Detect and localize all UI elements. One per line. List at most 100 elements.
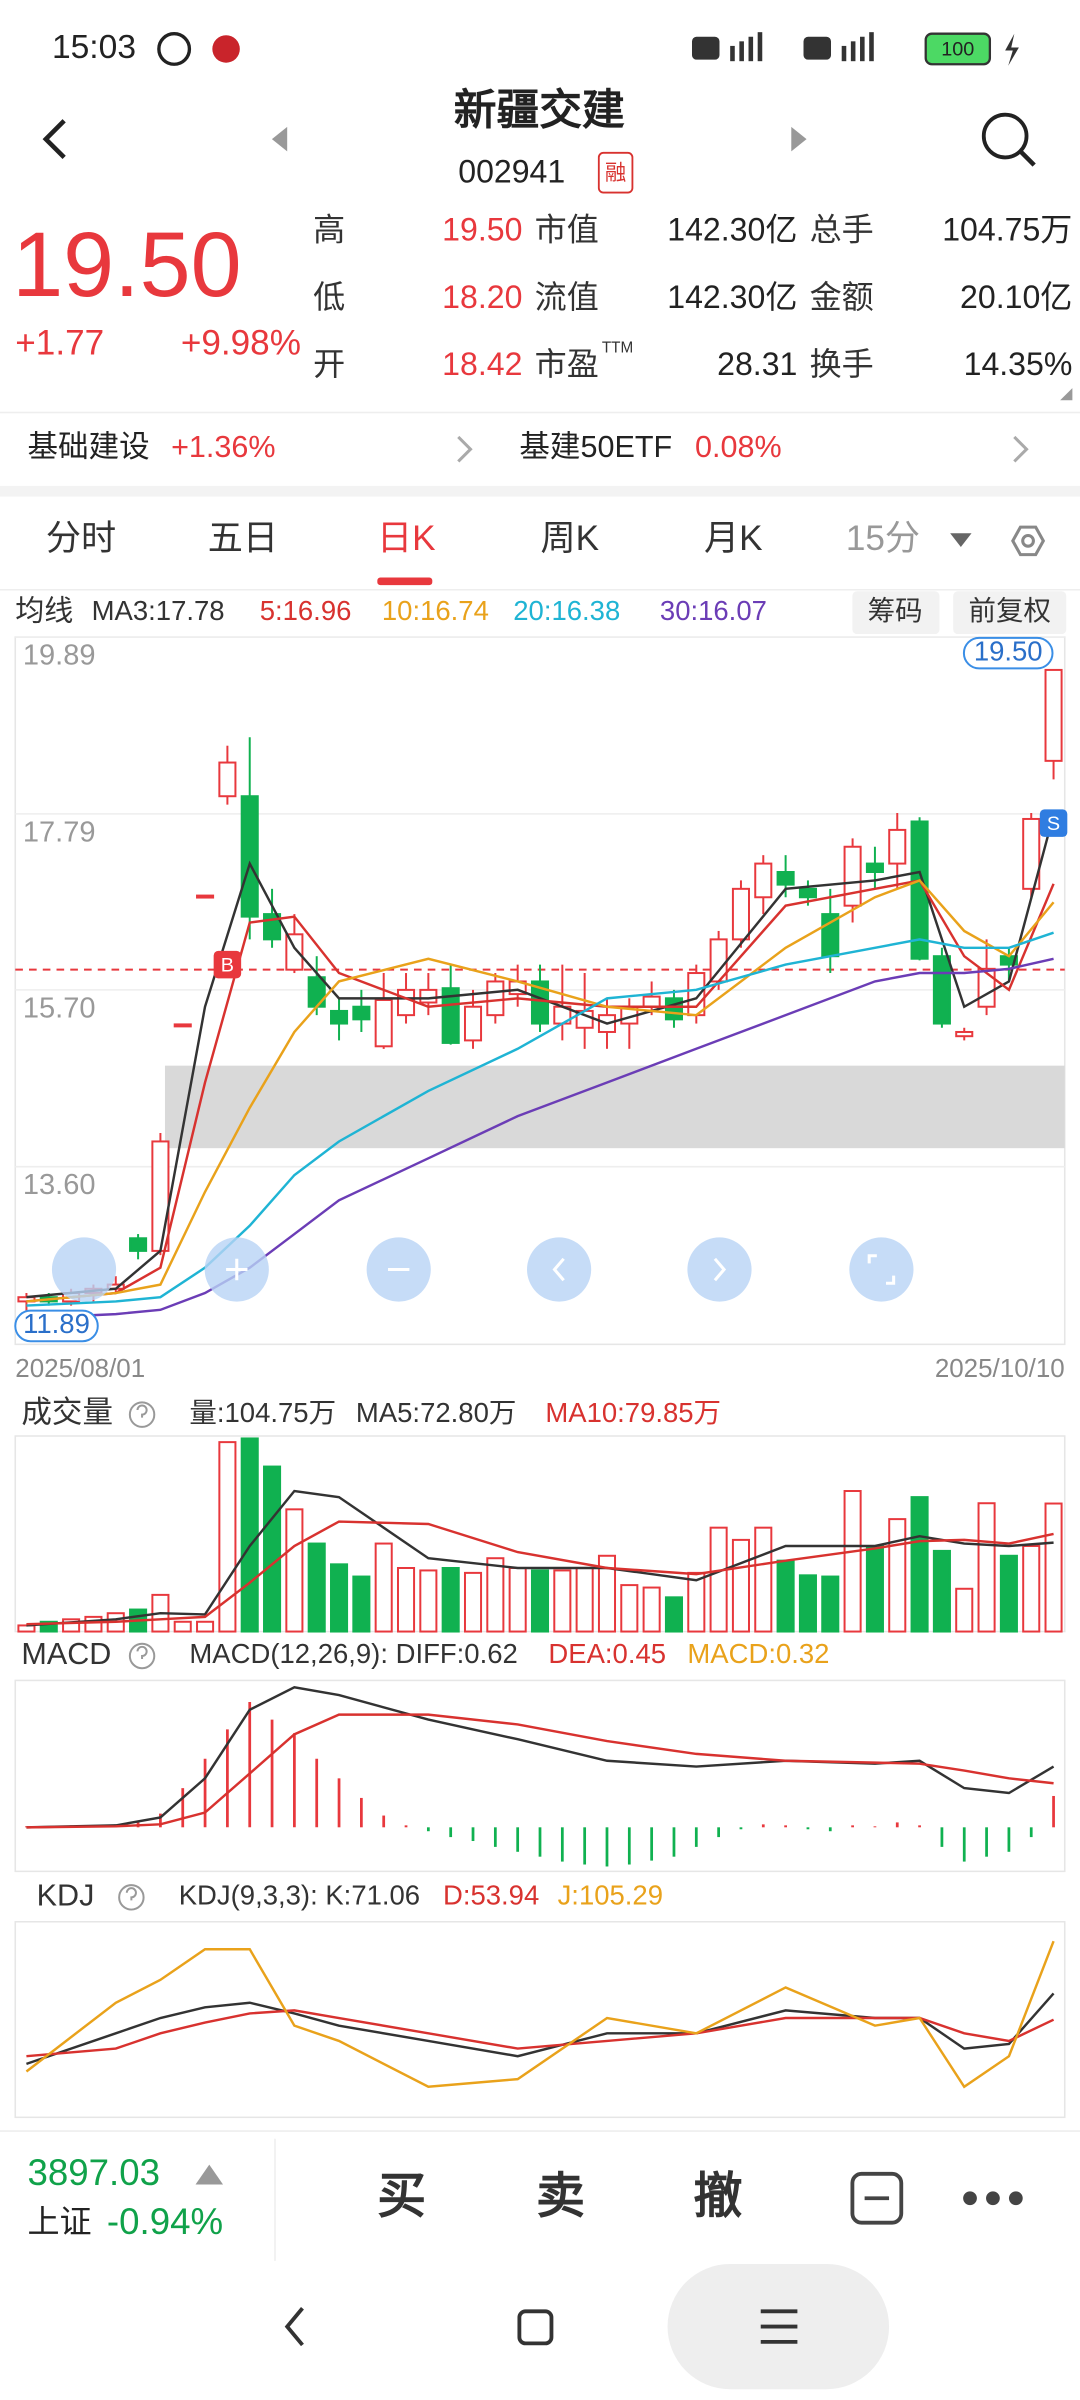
max-price-label: 19.50 xyxy=(974,635,1043,666)
volume-bar xyxy=(196,1620,215,1633)
candle-body xyxy=(955,1030,974,1038)
chart-control-icons xyxy=(226,1254,896,1285)
sector-name[interactable]: 基础建设 xyxy=(27,430,149,464)
stat-label: 高 xyxy=(313,212,345,248)
candle-body xyxy=(374,998,393,1048)
kdj-chart-frame xyxy=(14,1921,1066,2119)
price: 19.50 xyxy=(12,214,241,316)
indicator-line xyxy=(26,957,1054,1320)
volume-bar xyxy=(374,1542,393,1633)
chart-control[interactable] xyxy=(527,1237,592,1302)
volume-bar xyxy=(620,1584,639,1633)
volume-bar xyxy=(798,1574,817,1633)
candle-body xyxy=(307,976,326,1008)
chip-button-bg[interactable] xyxy=(852,591,940,635)
legend-entry: DEA:0.45 xyxy=(548,1638,666,1669)
more-button[interactable] xyxy=(963,2191,1023,2206)
panel-title: 成交量 xyxy=(21,1396,113,1430)
volume-bar xyxy=(508,1567,527,1633)
nav-back[interactable] xyxy=(284,2307,304,2347)
price-change-pct: +9.98% xyxy=(181,324,301,363)
volume-bar xyxy=(419,1569,438,1633)
index-arrow xyxy=(195,2164,224,2185)
tab[interactable]: 月K xyxy=(704,519,763,558)
tab[interactable]: 分时 xyxy=(46,519,116,558)
nav-home[interactable] xyxy=(517,2309,554,2346)
volume-bar xyxy=(776,1559,795,1633)
x-date-label: 2025/08/01 xyxy=(15,1353,145,1383)
y-tick-label: 19.89 xyxy=(23,640,96,672)
stat-label: 流值 xyxy=(535,279,599,315)
nav-menu xyxy=(760,2309,798,2344)
stat-label: 金额 xyxy=(810,279,874,315)
tab[interactable]: 五日 xyxy=(208,519,278,558)
prev-stock[interactable] xyxy=(271,126,288,152)
volume-bar xyxy=(910,1496,929,1633)
chart-control[interactable] xyxy=(687,1237,752,1302)
candle-body xyxy=(642,995,661,1008)
tab[interactable]: 周K xyxy=(541,519,600,558)
legend-entry: 5:16.96 xyxy=(260,595,352,626)
panel-title: MACD xyxy=(21,1637,111,1671)
candle-body xyxy=(888,828,907,865)
margin-tag-box xyxy=(597,151,634,194)
chip-button[interactable]: 筹码 xyxy=(868,595,923,626)
x-date-label: 2025/10/10 xyxy=(935,1353,1065,1383)
legend-entry: D:53.94 xyxy=(443,1880,539,1911)
stat-label: 开 xyxy=(313,346,345,382)
next-stock[interactable] xyxy=(791,126,807,152)
trade-action[interactable]: 买 xyxy=(377,2170,426,2224)
stat-value: 28.31 xyxy=(717,346,797,382)
candle-body xyxy=(352,1005,371,1021)
candle-body xyxy=(1022,817,1041,890)
tab[interactable]: 日K xyxy=(377,519,436,558)
trade-action[interactable]: 撤 xyxy=(694,2170,743,2224)
search-button[interactable] xyxy=(981,112,1029,160)
dropdown-arrow[interactable] xyxy=(950,533,972,547)
tab[interactable]: 15分 xyxy=(846,519,920,558)
chevron[interactable] xyxy=(1013,435,1029,463)
margin-tag: 融 xyxy=(605,161,626,185)
trade-action[interactable]: 卖 xyxy=(536,2170,585,2224)
volume-bar xyxy=(1044,1502,1063,1633)
candle-body xyxy=(865,862,884,873)
back-button[interactable] xyxy=(42,119,66,160)
indicator-line xyxy=(26,2009,1055,2058)
volume-bar xyxy=(888,1518,907,1633)
index-value: 3897.03 xyxy=(27,2152,160,2193)
candle-body xyxy=(285,933,304,971)
volume-bar xyxy=(441,1567,460,1633)
candle-body xyxy=(776,871,795,886)
legend-entry: 20:16.38 xyxy=(513,595,620,626)
chevron[interactable] xyxy=(457,435,473,463)
battery-level: 100 xyxy=(941,39,974,61)
candle-body xyxy=(396,988,416,1017)
volume-bar xyxy=(1022,1545,1041,1633)
volume-bar xyxy=(999,1554,1018,1633)
adjust-button-bg[interactable] xyxy=(953,591,1067,635)
minimize-button[interactable] xyxy=(850,2171,904,2225)
sector-pct: 0.08% xyxy=(695,430,782,464)
candle-body xyxy=(754,862,773,899)
indicator-line xyxy=(26,1992,1055,2066)
indicator-line xyxy=(26,1686,1055,1829)
indicator-line xyxy=(26,1713,1054,1829)
settings-button[interactable] xyxy=(1011,525,1046,557)
charging-icon xyxy=(1005,33,1019,66)
search-handle xyxy=(1018,149,1036,167)
indicator-line xyxy=(26,931,1054,1307)
indicator-line xyxy=(26,814,1055,1299)
sector-name[interactable]: 基建50ETF xyxy=(519,430,672,464)
stock-code: 002941 xyxy=(458,154,565,190)
volume-bar xyxy=(597,1554,617,1633)
volume-bar xyxy=(463,1571,483,1633)
chart-control[interactable] xyxy=(51,1237,117,1302)
volume-bar xyxy=(821,1575,840,1633)
volume-bar xyxy=(307,1542,326,1633)
volume-bar xyxy=(843,1490,862,1633)
volume-bar xyxy=(173,1620,192,1633)
adjust-button[interactable]: 前复权 xyxy=(968,595,1050,626)
chart-control[interactable] xyxy=(849,1237,914,1302)
